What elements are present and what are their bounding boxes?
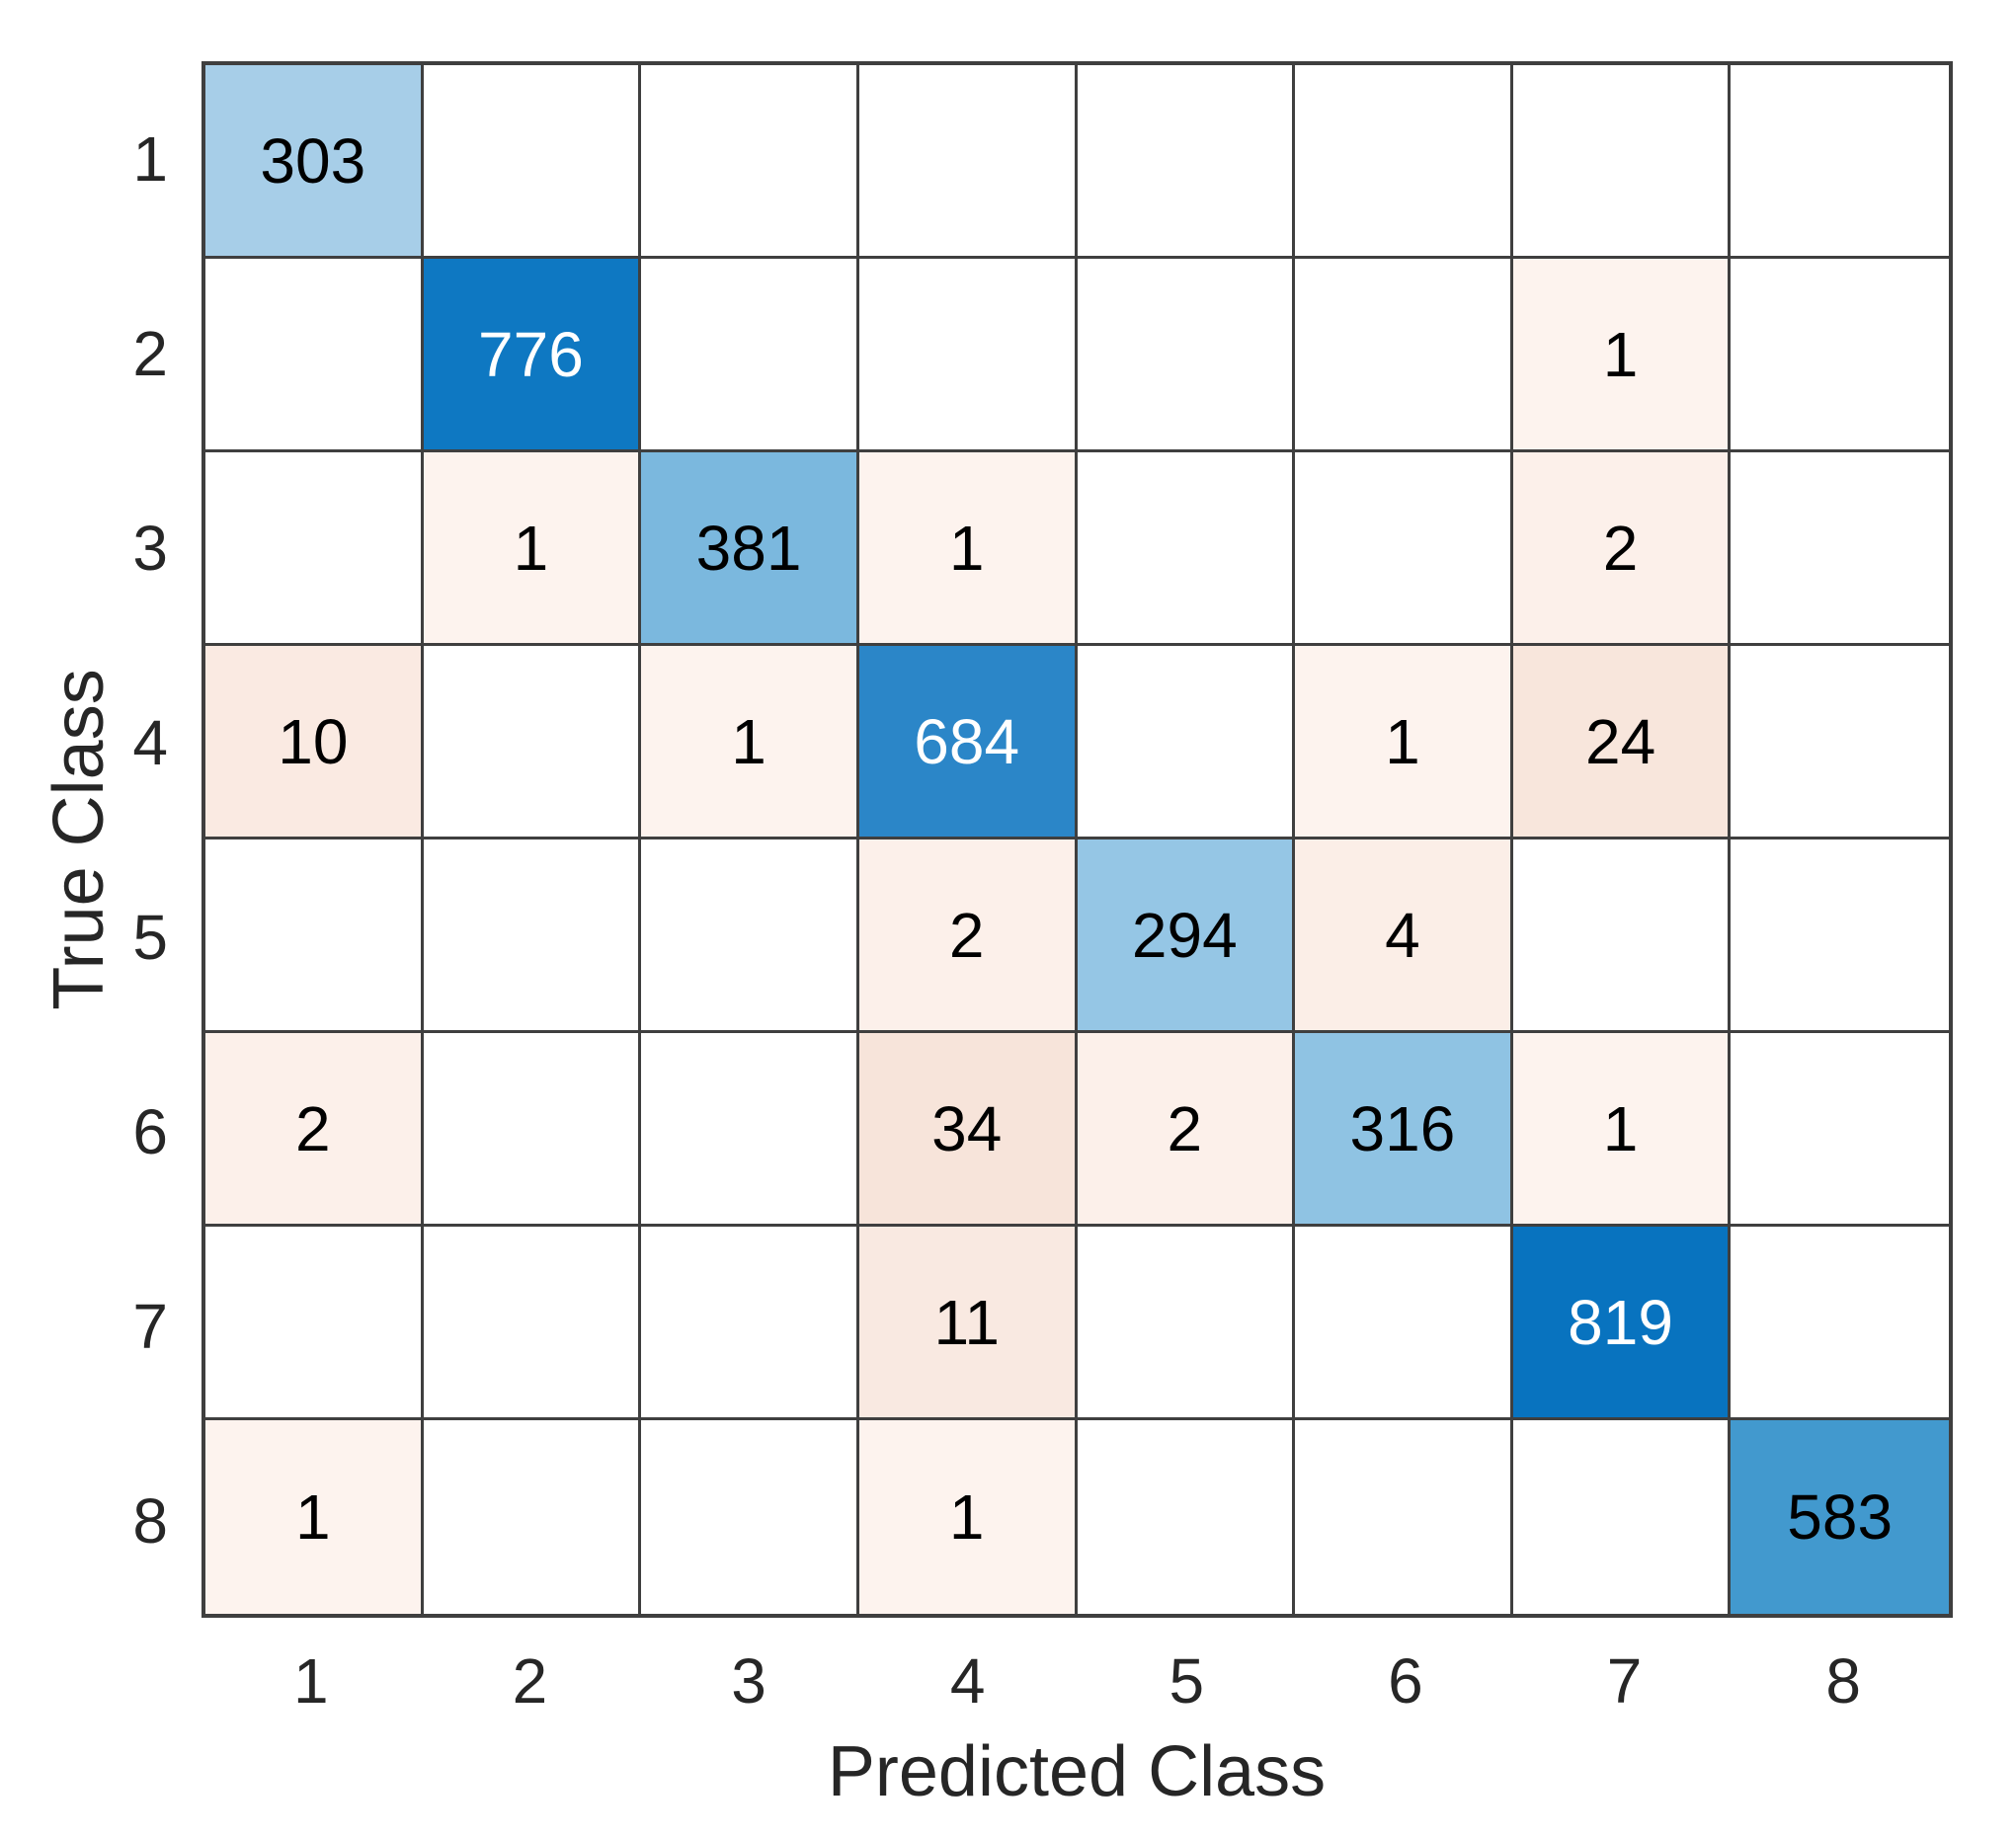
matrix-cell bbox=[423, 65, 642, 259]
matrix-cell: 684 bbox=[858, 646, 1078, 840]
matrix-cell: 24 bbox=[1512, 646, 1732, 840]
matrix-cell bbox=[1512, 65, 1732, 259]
matrix-cell bbox=[1731, 1227, 1949, 1420]
matrix-cell: 34 bbox=[858, 1033, 1078, 1227]
x-tick-label: 6 bbox=[1388, 1645, 1423, 1717]
matrix-cell bbox=[1295, 1420, 1513, 1614]
matrix-cell bbox=[1077, 1420, 1296, 1614]
matrix-cell bbox=[1295, 1227, 1513, 1420]
matrix-cell: 294 bbox=[1077, 840, 1296, 1033]
matrix-cell: 1 bbox=[205, 1420, 424, 1614]
matrix-cell bbox=[1731, 1033, 1949, 1227]
matrix-cell bbox=[1295, 259, 1513, 452]
matrix-cell bbox=[858, 65, 1078, 259]
matrix-cell bbox=[205, 452, 424, 646]
y-tick-label: 1 bbox=[132, 122, 168, 195]
x-tick-label: 4 bbox=[949, 1645, 986, 1717]
matrix-cell bbox=[1512, 1420, 1732, 1614]
matrix-cell bbox=[423, 1227, 642, 1420]
matrix-cell bbox=[205, 259, 424, 452]
y-tick-label: 7 bbox=[132, 1290, 168, 1362]
matrix-cell: 1 bbox=[1512, 259, 1732, 452]
matrix-cell bbox=[1731, 452, 1949, 646]
matrix-cell: 11 bbox=[858, 1227, 1078, 1420]
x-tick-label: 1 bbox=[293, 1645, 329, 1717]
x-tick-label: 7 bbox=[1606, 1645, 1643, 1717]
x-axis-label: Predicted Class bbox=[827, 1732, 1327, 1811]
matrix-cell bbox=[1731, 259, 1949, 452]
confusion-matrix-grid: 303 776 1 1 381 1 2 10 1 684 1 24 2 294 4 2 34 2 316 1 11 819… bbox=[202, 61, 1953, 1618]
y-tick-label: 3 bbox=[132, 512, 168, 584]
matrix-cell: 1 bbox=[1512, 1033, 1732, 1227]
y-tick-label: 8 bbox=[132, 1484, 168, 1557]
y-tick-label: 6 bbox=[132, 1095, 168, 1167]
matrix-cell: 1 bbox=[858, 452, 1078, 646]
matrix-cell: 303 bbox=[205, 65, 424, 259]
matrix-cell: 583 bbox=[1731, 1420, 1949, 1614]
matrix-cell bbox=[205, 840, 424, 1033]
matrix-cell: 1 bbox=[1295, 646, 1513, 840]
matrix-cell: 316 bbox=[1295, 1033, 1513, 1227]
x-tick-label: 8 bbox=[1825, 1645, 1861, 1717]
y-tick-label: 5 bbox=[132, 901, 168, 973]
x-tick-label: 5 bbox=[1169, 1645, 1205, 1717]
matrix-cell bbox=[423, 840, 642, 1033]
matrix-cell: 10 bbox=[205, 646, 424, 840]
matrix-cell: 2 bbox=[1077, 1033, 1296, 1227]
matrix-cell bbox=[423, 1033, 642, 1227]
matrix-cell: 2 bbox=[1512, 452, 1732, 646]
matrix-cell bbox=[1077, 452, 1296, 646]
matrix-cell bbox=[641, 1033, 859, 1227]
y-axis-tick-labels: 1 2 3 4 5 6 7 8 bbox=[59, 61, 202, 1618]
matrix-cell: 776 bbox=[423, 259, 642, 452]
matrix-cell: 2 bbox=[858, 840, 1078, 1033]
matrix-cell bbox=[641, 840, 859, 1033]
matrix-cell bbox=[1731, 840, 1949, 1033]
matrix-cell: 381 bbox=[641, 452, 859, 646]
matrix-cell bbox=[1731, 646, 1949, 840]
matrix-cell bbox=[1731, 65, 1949, 259]
matrix-cell: 1 bbox=[858, 1420, 1078, 1614]
matrix-cell bbox=[858, 259, 1078, 452]
matrix-cell bbox=[423, 646, 642, 840]
x-tick-label: 3 bbox=[731, 1645, 766, 1717]
matrix-cell bbox=[641, 259, 859, 452]
matrix-cell bbox=[1512, 840, 1732, 1033]
matrix-cell bbox=[1077, 646, 1296, 840]
matrix-cell bbox=[1077, 259, 1296, 452]
matrix-cell: 1 bbox=[423, 452, 642, 646]
y-tick-label: 2 bbox=[132, 317, 168, 389]
x-axis-tick-labels: 1 2 3 4 5 6 7 8 bbox=[202, 1641, 1953, 1720]
matrix-cell bbox=[1077, 1227, 1296, 1420]
matrix-cell: 2 bbox=[205, 1033, 424, 1227]
matrix-cell bbox=[205, 1227, 424, 1420]
y-tick-label: 4 bbox=[132, 706, 168, 778]
matrix-cell bbox=[1295, 65, 1513, 259]
matrix-cell bbox=[641, 1227, 859, 1420]
matrix-cell: 1 bbox=[641, 646, 859, 840]
matrix-cell bbox=[423, 1420, 642, 1614]
matrix-cell bbox=[641, 1420, 859, 1614]
matrix-cell bbox=[1295, 452, 1513, 646]
matrix-cell bbox=[641, 65, 859, 259]
matrix-cell: 819 bbox=[1512, 1227, 1732, 1420]
matrix-cell: 4 bbox=[1295, 840, 1513, 1033]
x-tick-label: 2 bbox=[512, 1645, 548, 1717]
matrix-cell bbox=[1077, 65, 1296, 259]
